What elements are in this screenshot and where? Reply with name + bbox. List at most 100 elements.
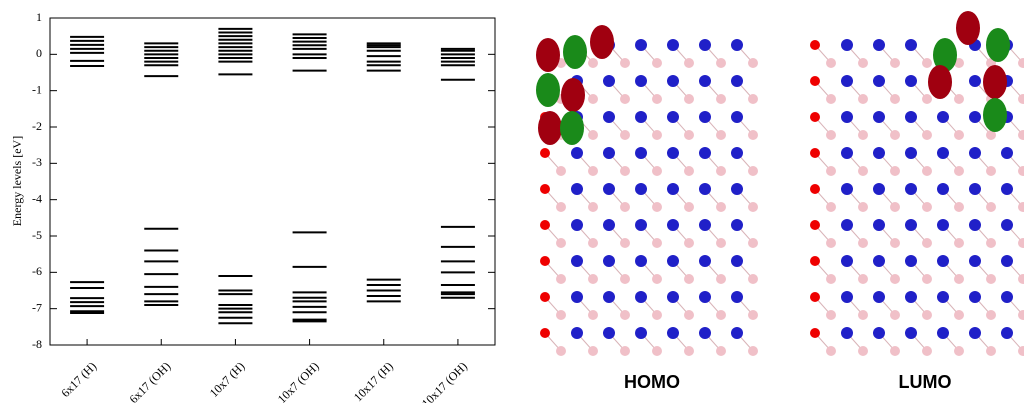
atom <box>652 94 662 104</box>
atom <box>905 255 917 267</box>
atom <box>652 346 662 356</box>
atom <box>873 111 885 123</box>
atom <box>699 219 711 231</box>
atom <box>556 166 566 176</box>
atom <box>667 255 679 267</box>
orbital-lobe <box>538 111 562 145</box>
atom <box>652 202 662 212</box>
atom <box>826 94 836 104</box>
atom <box>905 39 917 51</box>
atom <box>937 327 949 339</box>
atom <box>922 202 932 212</box>
atom <box>652 274 662 284</box>
atom <box>731 147 743 159</box>
atom <box>1018 238 1024 248</box>
y-tick-label: -5 <box>32 228 42 242</box>
atom <box>922 346 932 356</box>
atom <box>571 183 583 195</box>
atom <box>873 219 885 231</box>
atom <box>635 327 647 339</box>
atom <box>731 327 743 339</box>
atom <box>922 58 932 68</box>
atom <box>954 202 964 212</box>
atom <box>684 238 694 248</box>
atom <box>603 75 615 87</box>
atom <box>635 183 647 195</box>
atom <box>556 238 566 248</box>
atom <box>1018 94 1024 104</box>
atom <box>873 291 885 303</box>
orbital-lobe <box>986 28 1010 62</box>
atom <box>635 75 647 87</box>
atom <box>858 94 868 104</box>
atom <box>716 202 726 212</box>
atom <box>841 111 853 123</box>
atom <box>716 130 726 140</box>
atom <box>1018 58 1024 68</box>
atom <box>684 274 694 284</box>
atom <box>826 346 836 356</box>
atom <box>699 75 711 87</box>
atom <box>588 274 598 284</box>
atom <box>684 130 694 140</box>
atom <box>810 76 820 86</box>
atom <box>1018 130 1024 140</box>
atom <box>841 327 853 339</box>
atom <box>905 75 917 87</box>
atom <box>826 166 836 176</box>
atom <box>873 183 885 195</box>
y-tick-label: -4 <box>32 191 42 205</box>
atom <box>716 58 726 68</box>
atom <box>858 58 868 68</box>
atom <box>571 291 583 303</box>
atom <box>841 147 853 159</box>
atom <box>731 39 743 51</box>
atom <box>540 184 550 194</box>
orbital-lobe <box>983 65 1007 99</box>
atom <box>1018 346 1024 356</box>
atom <box>716 274 726 284</box>
atom <box>699 111 711 123</box>
atom <box>954 346 964 356</box>
atom <box>556 202 566 212</box>
atom <box>1001 327 1013 339</box>
atom <box>810 40 820 50</box>
atom <box>620 310 630 320</box>
atom <box>603 327 615 339</box>
atom <box>571 255 583 267</box>
atom <box>922 310 932 320</box>
atom <box>954 94 964 104</box>
atom <box>635 291 647 303</box>
atom <box>922 238 932 248</box>
atom <box>571 147 583 159</box>
atom <box>986 130 996 140</box>
atom <box>652 310 662 320</box>
atom <box>954 310 964 320</box>
atom <box>684 94 694 104</box>
orbital-lobe <box>590 25 614 59</box>
atom <box>873 255 885 267</box>
atom <box>858 238 868 248</box>
y-tick-label: -1 <box>32 82 42 96</box>
atom <box>986 346 996 356</box>
atom <box>667 111 679 123</box>
atom <box>810 148 820 158</box>
atom <box>699 291 711 303</box>
atom <box>652 166 662 176</box>
atom <box>954 58 964 68</box>
atom <box>858 346 868 356</box>
atom <box>905 291 917 303</box>
atom <box>969 111 981 123</box>
atom <box>937 291 949 303</box>
atom <box>826 58 836 68</box>
atom <box>620 58 630 68</box>
atom <box>699 327 711 339</box>
atom <box>556 346 566 356</box>
atom <box>748 166 758 176</box>
y-tick-label: -6 <box>32 264 42 278</box>
x-tick-label: 10x7 (H) <box>207 359 248 400</box>
orbital-lobe <box>560 111 584 145</box>
atom <box>969 219 981 231</box>
atom <box>748 58 758 68</box>
